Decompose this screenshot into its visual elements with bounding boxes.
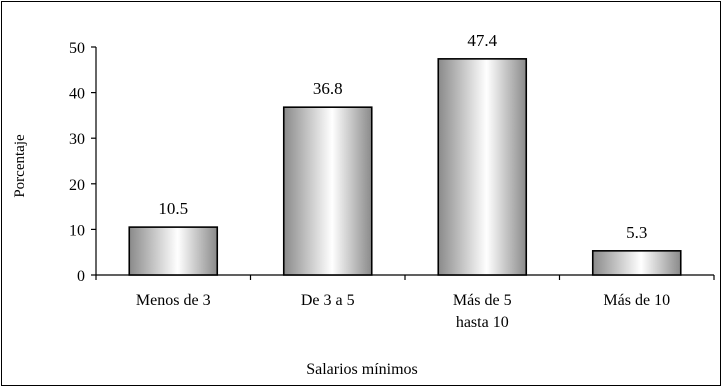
y-tick-label: 10 [69, 222, 85, 239]
y-tick-label: 0 [77, 268, 85, 285]
x-tick-label: De 3 a 5 [301, 292, 355, 309]
x-axis-title: Salarios mínimos [306, 361, 418, 378]
bars [128, 58, 682, 276]
data-label: 47.4 [467, 31, 497, 50]
bar [128, 226, 219, 276]
y-tick-label: 50 [69, 40, 85, 57]
y-tick-label: 30 [69, 131, 85, 148]
bar [282, 106, 373, 276]
x-tick-label: hasta 10 [456, 314, 509, 331]
data-label: 10.5 [158, 199, 188, 218]
x-tick-label: Menos de 3 [136, 292, 211, 309]
x-tick-label: Más de 5 [453, 292, 512, 309]
y-axis-title: Porcentaje [12, 134, 28, 198]
bar [591, 250, 682, 276]
y-tick-label: 40 [69, 86, 85, 103]
bar [437, 58, 528, 276]
data-label: 5.3 [626, 223, 647, 242]
x-tick-label: Más de 10 [603, 292, 670, 309]
y-tick-label: 20 [69, 177, 85, 194]
labels: 10.5 Menos de 3 36.8 De 3 a 5 47.4 Más de 5 ha… [136, 31, 670, 331]
data-label: 36.8 [313, 79, 343, 98]
